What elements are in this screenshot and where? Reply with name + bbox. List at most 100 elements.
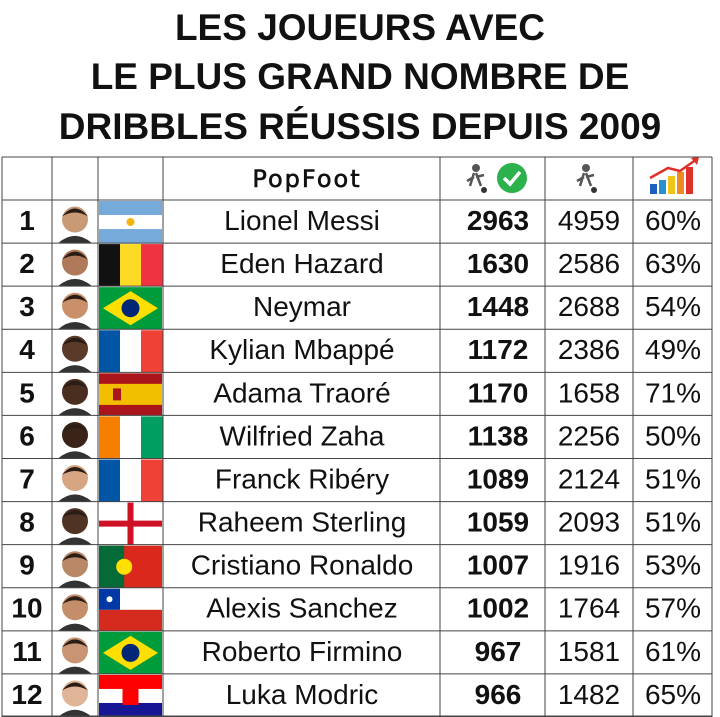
flag bbox=[99, 330, 163, 373]
successful-dribbles: 1059 bbox=[467, 507, 529, 538]
rank: 3 bbox=[19, 291, 35, 322]
flag-part bbox=[99, 702, 162, 717]
attempted-dribbles: 4959 bbox=[558, 205, 620, 236]
player-name: Raheem Sterling bbox=[198, 507, 407, 538]
photo-shirt bbox=[58, 408, 92, 416]
flag bbox=[99, 588, 162, 631]
player-photo bbox=[58, 335, 92, 373]
photo-hair bbox=[62, 423, 88, 432]
player-name: Adama Traoré bbox=[213, 377, 390, 408]
successful-dribbles: 967 bbox=[475, 636, 522, 667]
player-photo bbox=[58, 680, 92, 717]
flag-part bbox=[116, 558, 133, 575]
flag bbox=[99, 287, 162, 330]
flag bbox=[99, 459, 163, 502]
flag-part bbox=[99, 383, 162, 405]
success-rate: 71% bbox=[645, 377, 701, 408]
flag bbox=[99, 416, 163, 459]
flag bbox=[99, 201, 162, 244]
photo-hair bbox=[62, 294, 88, 303]
attempted-dribbles: 1764 bbox=[558, 593, 620, 624]
rank: 8 bbox=[19, 507, 35, 538]
attempted-dribbles: 2256 bbox=[558, 420, 620, 451]
player-photo bbox=[58, 465, 92, 502]
photo-shirt bbox=[58, 278, 92, 287]
player-name: Eden Hazard bbox=[220, 248, 383, 279]
attempted-dribbles: 2586 bbox=[558, 248, 620, 279]
title-line: DRIBBLES RÉUSSIS DEPUIS 2009 bbox=[59, 106, 661, 147]
logo: PopFoot bbox=[252, 165, 361, 193]
rank: 11 bbox=[12, 636, 42, 667]
success-rate: 61% bbox=[645, 636, 701, 667]
successful-dribbles: 966 bbox=[475, 679, 522, 710]
table: 1 Lionel Messi 2963 4959 60% 2 Eden Hazard 1630… bbox=[1, 156, 713, 717]
rank: 10 bbox=[11, 593, 42, 624]
player-photo bbox=[58, 421, 92, 459]
success-rate: 65% bbox=[645, 679, 701, 710]
photo-hair bbox=[62, 639, 88, 648]
photo-hair bbox=[62, 596, 88, 605]
photo-shirt bbox=[58, 623, 92, 631]
success-rate: 63% bbox=[645, 248, 701, 279]
title-line: LE PLUS GRAND NOMBRE DE bbox=[91, 56, 630, 97]
successful-dribbles: 1002 bbox=[467, 593, 529, 624]
flag-part bbox=[121, 643, 140, 662]
success-rate: 49% bbox=[645, 334, 701, 365]
flag bbox=[99, 631, 162, 674]
player-name: Wilfried Zaha bbox=[220, 420, 385, 451]
player-photo bbox=[58, 292, 92, 330]
photo-hair bbox=[62, 467, 88, 476]
rank: 9 bbox=[19, 550, 35, 581]
flag-part bbox=[141, 459, 163, 502]
flag-part bbox=[99, 520, 162, 527]
player-photo bbox=[58, 594, 92, 631]
player-name: Lionel Messi bbox=[224, 205, 380, 236]
success-rate: 57% bbox=[645, 593, 701, 624]
attempted-dribbles: 2386 bbox=[558, 334, 620, 365]
photo-hair bbox=[62, 380, 88, 389]
photo-shirt bbox=[58, 666, 92, 674]
flag-part bbox=[122, 686, 139, 705]
successful-dribbles: 1448 bbox=[467, 291, 529, 322]
success-rate: 53% bbox=[645, 550, 701, 581]
flag bbox=[99, 545, 162, 588]
attempted-dribbles: 1581 bbox=[558, 636, 620, 667]
successful-dribbles: 1089 bbox=[467, 463, 529, 494]
flag-part bbox=[113, 388, 121, 401]
flag-part bbox=[141, 330, 163, 373]
photo-hair bbox=[62, 251, 88, 260]
flag bbox=[99, 502, 162, 545]
attempted-dribbles: 1916 bbox=[558, 550, 620, 581]
player-name: Luka Modric bbox=[226, 679, 379, 710]
rank: 1 bbox=[19, 205, 35, 236]
flag-part bbox=[141, 416, 163, 459]
attempted-dribbles: 2124 bbox=[558, 463, 620, 494]
flag-part bbox=[120, 459, 142, 502]
flag-part bbox=[99, 330, 121, 373]
flag-part bbox=[106, 596, 113, 603]
player-name: Kylian Mbappé bbox=[209, 334, 394, 365]
rank: 5 bbox=[19, 377, 35, 408]
player-photo bbox=[58, 551, 92, 588]
attempted-dribbles: 2093 bbox=[558, 507, 620, 538]
success-rate: 60% bbox=[645, 205, 701, 236]
photo-shirt bbox=[58, 451, 92, 459]
rank: 2 bbox=[19, 248, 35, 279]
photo-shirt bbox=[58, 321, 92, 330]
photo-shirt bbox=[58, 709, 92, 717]
player-photo bbox=[58, 249, 92, 287]
flag-part bbox=[120, 244, 142, 287]
successful-dribbles: 1172 bbox=[468, 334, 529, 365]
successful-dribbles: 1007 bbox=[467, 550, 529, 581]
player-name: Alexis Sanchez bbox=[206, 593, 397, 624]
flag-part bbox=[99, 416, 121, 459]
flag-part bbox=[120, 416, 142, 459]
success-rate: 51% bbox=[645, 507, 701, 538]
attempted-dribbles: 1482 bbox=[558, 679, 620, 710]
photo-shirt bbox=[58, 580, 92, 588]
successful-dribbles: 2963 bbox=[467, 205, 529, 236]
photo-hair bbox=[62, 510, 88, 519]
flag-part bbox=[121, 299, 140, 318]
